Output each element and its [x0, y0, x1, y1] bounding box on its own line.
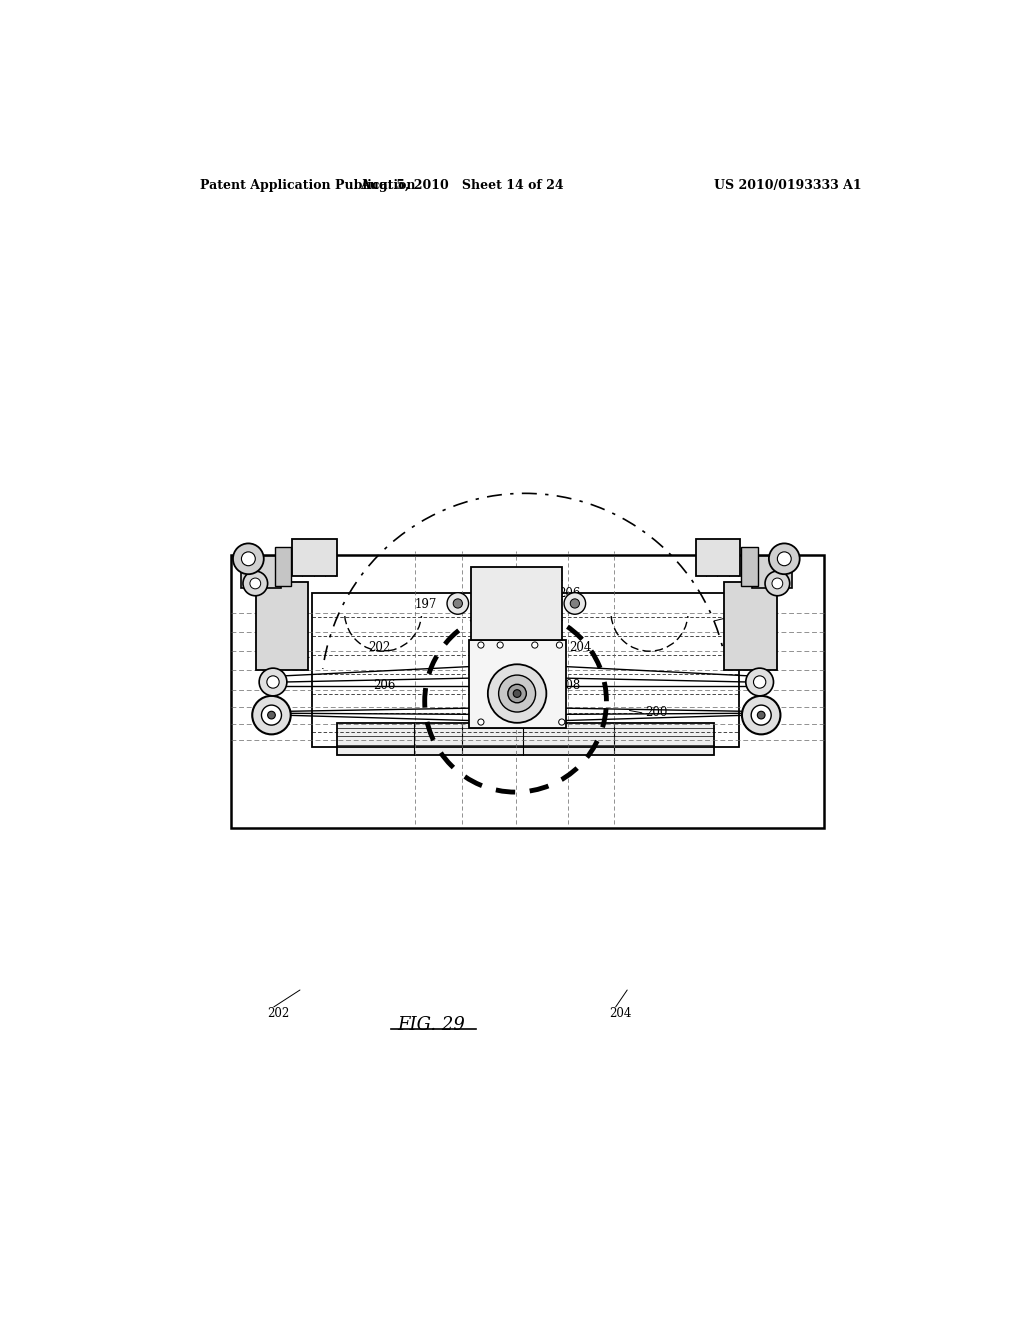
Text: 204: 204 [569, 640, 592, 653]
Bar [337, 723, 714, 755]
Text: US 2010/0193333 A1: US 2010/0193333 A1 [715, 178, 862, 191]
Text: Aug. 5, 2010   Sheet 14 of 24: Aug. 5, 2010 Sheet 14 of 24 [359, 178, 563, 191]
Circle shape [497, 642, 503, 648]
Circle shape [559, 719, 565, 725]
Text: 206: 206 [374, 680, 396, 693]
Circle shape [243, 572, 267, 595]
Circle shape [499, 675, 536, 711]
Bar [469, 640, 565, 729]
Circle shape [564, 593, 586, 614]
Bar [741, 548, 758, 586]
Text: 200: 200 [645, 706, 668, 719]
Circle shape [478, 719, 484, 725]
Circle shape [261, 705, 282, 725]
Text: 196: 196 [267, 653, 290, 667]
Bar [752, 556, 792, 589]
Bar [241, 556, 281, 589]
Bar [292, 539, 337, 576]
Circle shape [267, 711, 275, 719]
Bar [311, 594, 739, 747]
Text: 202: 202 [267, 1007, 290, 1019]
Text: 197: 197 [415, 598, 436, 611]
Text: 208: 208 [558, 680, 581, 693]
Circle shape [570, 599, 580, 609]
Circle shape [267, 676, 280, 688]
Circle shape [233, 544, 264, 574]
Bar [471, 566, 562, 640]
Circle shape [447, 593, 469, 614]
Circle shape [508, 684, 526, 702]
Circle shape [513, 689, 521, 697]
Circle shape [242, 552, 255, 566]
Text: 202: 202 [368, 640, 390, 653]
Circle shape [758, 711, 765, 719]
Bar [274, 548, 292, 586]
Text: FIG. 29: FIG. 29 [397, 1015, 465, 1034]
Bar [256, 582, 308, 671]
Circle shape [478, 642, 484, 648]
Bar [230, 554, 823, 829]
Circle shape [754, 676, 766, 688]
Circle shape [752, 705, 771, 725]
Circle shape [556, 642, 562, 648]
Circle shape [777, 552, 792, 566]
Circle shape [745, 668, 773, 696]
Circle shape [454, 599, 463, 609]
Text: Patent Application Publication: Patent Application Publication [200, 178, 416, 191]
Circle shape [531, 642, 538, 648]
Circle shape [769, 544, 800, 574]
Text: 204: 204 [609, 1007, 632, 1019]
Circle shape [772, 578, 782, 589]
Bar [724, 582, 776, 671]
Text: 199: 199 [479, 598, 502, 611]
Circle shape [259, 668, 287, 696]
Circle shape [765, 572, 790, 595]
Bar [695, 539, 740, 576]
Text: 206: 206 [558, 587, 581, 601]
Circle shape [250, 578, 261, 589]
Circle shape [742, 696, 780, 734]
Circle shape [487, 664, 547, 723]
Circle shape [252, 696, 291, 734]
Text: 198: 198 [744, 653, 767, 667]
Text: 168: 168 [728, 611, 751, 623]
